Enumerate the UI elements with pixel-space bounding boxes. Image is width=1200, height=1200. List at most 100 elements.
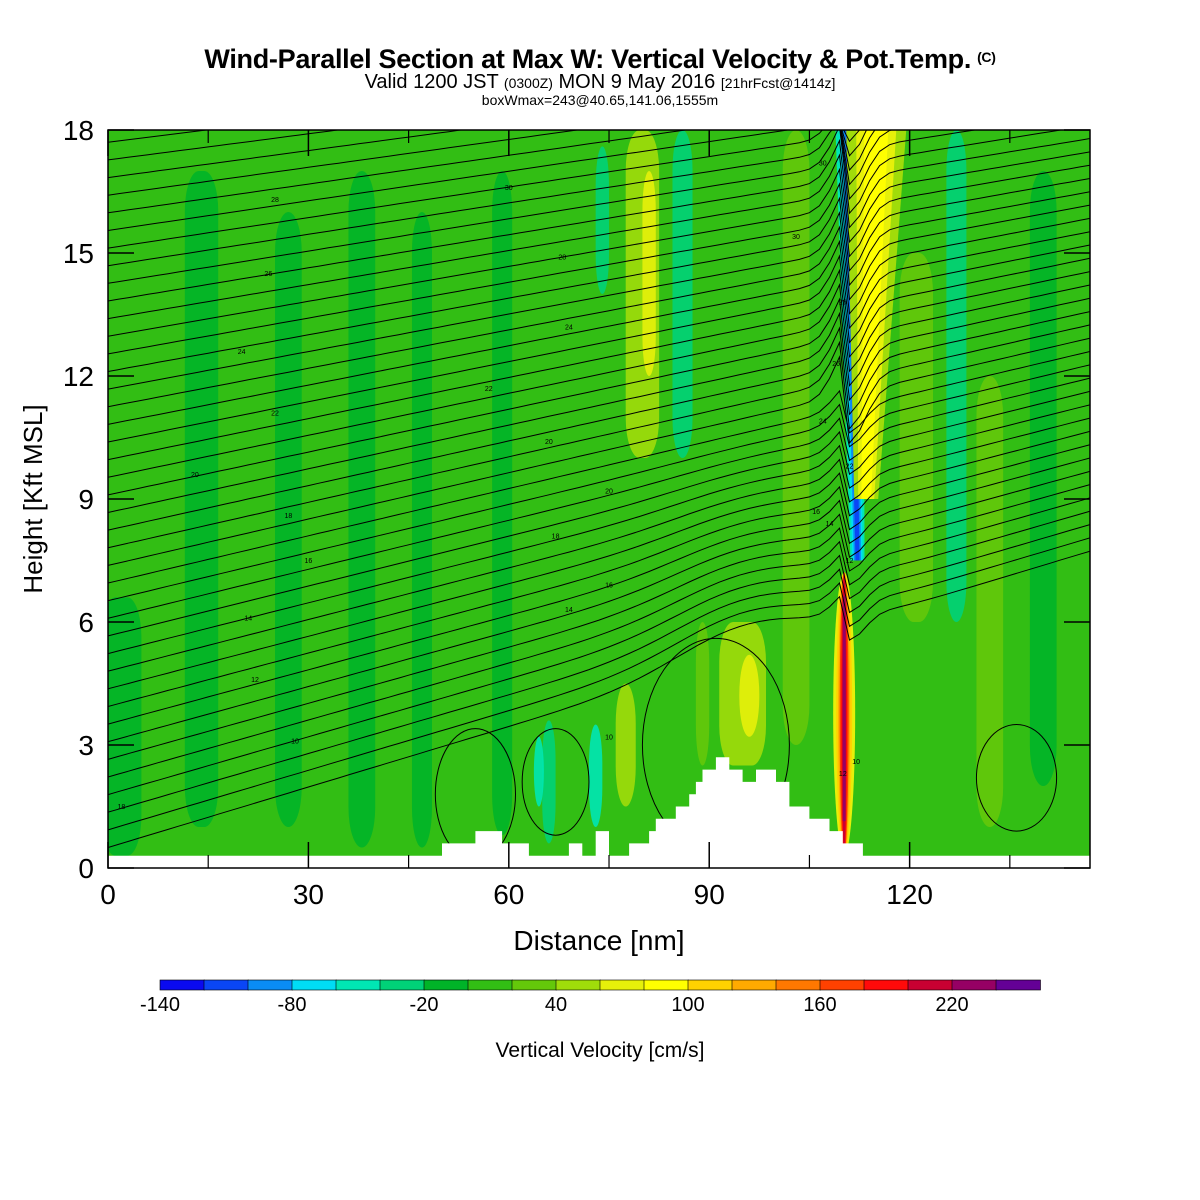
- isentrope-line: [108, 217, 1090, 408]
- y-tick-label: 12: [63, 361, 94, 392]
- isentrope-line: [108, 130, 868, 214]
- isentrope-line: [108, 130, 876, 231]
- isentrope-label: 26: [832, 361, 840, 368]
- subtitle-valid: Valid 1200 JST: [364, 71, 499, 93]
- isentrope-label: 16: [605, 583, 613, 590]
- chart-title: Wind-Parallel Section at Max W: Vertical…: [0, 44, 1200, 75]
- terrain: [108, 757, 1090, 868]
- chart-title-tag: (C): [977, 49, 996, 65]
- colorbar-swatch: [511, 979, 557, 991]
- colorbar-tick-label: -20: [410, 994, 439, 1016]
- isentrope-line: [108, 244, 1090, 443]
- velocity-band: [782, 130, 810, 745]
- x-tick-label: 90: [694, 879, 725, 910]
- isentrope-label: 30: [792, 234, 800, 241]
- isentrope-label: 30: [505, 185, 513, 192]
- colorbar-swatch: [819, 979, 865, 991]
- isentrope-line: [108, 122, 1090, 125]
- subtitle-date: MON 9 May 2016: [558, 71, 716, 93]
- isentrope-label: 14: [244, 615, 252, 622]
- colorbar-swatch: [247, 979, 293, 991]
- chart-subtitle: Valid 1200 JST (0300Z) MON 9 May 2016 [2…: [0, 71, 1200, 94]
- x-tick-label: 120: [886, 879, 933, 910]
- velocity-band: [899, 253, 934, 622]
- isentrope-line: [108, 444, 1090, 707]
- colorbar: -140 -80 -20 40 100 160 220 Vertical Velocity […: [140, 979, 1041, 1062]
- isentrope-line: [108, 271, 1090, 478]
- y-tick-label: 3: [78, 730, 94, 761]
- velocity-band: [411, 212, 432, 848]
- colorbar-swatch: [291, 979, 337, 991]
- colorbar-swatch: [775, 979, 821, 991]
- isentrope-line: [108, 204, 1090, 390]
- velocity-band: [695, 622, 710, 766]
- isentrope-label: 24: [238, 349, 246, 356]
- isentrope-line: [108, 130, 894, 249]
- isentrope-label: 20: [191, 472, 199, 479]
- velocity-band: [492, 171, 513, 836]
- colorbar-swatch: [599, 979, 645, 991]
- x-tick-label: 0: [100, 879, 116, 910]
- x-tick-label: 60: [493, 879, 524, 910]
- isentrope-label: 26: [264, 271, 272, 278]
- colorbar-tick-label: 220: [935, 994, 968, 1016]
- isentrope-line: [108, 351, 1090, 584]
- y-tick-label: 0: [78, 853, 94, 884]
- isentrope-label: 20: [605, 488, 613, 495]
- velocity-band: [976, 376, 1004, 827]
- isentrope-line: [108, 337, 1090, 566]
- isentrope-labels: 28 26 24 22 20 18 16 14 12 10 18 30 28 24 22 20 20 18 16 14…: [117, 160, 860, 811]
- colorbar-swatch: [995, 979, 1041, 991]
- colorbar-tick-label: 100: [671, 994, 704, 1016]
- colorbar-swatch: [687, 979, 733, 991]
- isentrope-line: [108, 164, 1090, 337]
- isentrope-line: [108, 537, 1090, 831]
- isentrope-line: [108, 138, 1090, 302]
- colorbar-swatch: [467, 979, 513, 991]
- isentrope-line: [108, 470, 1090, 743]
- isentrope-label: 22: [271, 410, 279, 417]
- colorbar-tick-label: -140: [140, 994, 180, 1016]
- colorbar-swatch: [731, 979, 777, 991]
- velocity-band: [588, 724, 603, 827]
- colorbar-swatch: [555, 979, 601, 991]
- isentrope-label: 16: [305, 558, 313, 565]
- isentrope-line: [108, 324, 1090, 549]
- isentrope-line: [108, 510, 1090, 796]
- closed-contour: [521, 728, 590, 836]
- isentrope-label: 20: [545, 439, 553, 446]
- velocity-band: [946, 130, 967, 622]
- isentrope-line: [108, 130, 465, 179]
- colorbar-swatch: [379, 979, 425, 991]
- isentrope-line: [108, 457, 1090, 725]
- isentrope-line: [108, 524, 1090, 813]
- y-tick-label: 9: [78, 484, 94, 515]
- y-tick-label: 6: [78, 607, 94, 638]
- isentrope-line: [108, 377, 1090, 619]
- isentrope-label: 18: [117, 804, 125, 811]
- colorbar-swatch: [159, 979, 205, 991]
- isentrope-label: 12: [846, 558, 854, 565]
- isentrope-label: 24: [565, 324, 573, 331]
- closed-contour: [975, 724, 1058, 832]
- subtitle-forecast: [21hrFcst@1414z]: [720, 75, 836, 91]
- isentrope-line: [108, 284, 1090, 496]
- isentrope-line: [108, 130, 861, 196]
- x-tick-label: 30: [293, 879, 324, 910]
- y-axis-label: Height [Kft MSL]: [18, 404, 48, 593]
- velocity-band: [615, 683, 636, 807]
- isentrope-line: [108, 231, 1090, 425]
- subtitle-utc: (0300Z): [503, 75, 553, 91]
- isentrope-label: 12: [839, 771, 847, 778]
- isentrope-line: [108, 390, 1090, 637]
- isentrope-line: [108, 191, 1090, 372]
- colorbar-swatch: [863, 979, 909, 991]
- isentrope-line: [108, 257, 1090, 461]
- isentrope-label: 24: [819, 419, 827, 426]
- y-tick-label: 18: [63, 115, 94, 146]
- isentrope-label: 12: [251, 677, 259, 684]
- colorbar-tick-label: 40: [545, 994, 567, 1016]
- chart-box-wmax: boxWmax=243@40.65,141.06,1555m: [481, 92, 719, 108]
- isentrope-line: [108, 417, 1090, 672]
